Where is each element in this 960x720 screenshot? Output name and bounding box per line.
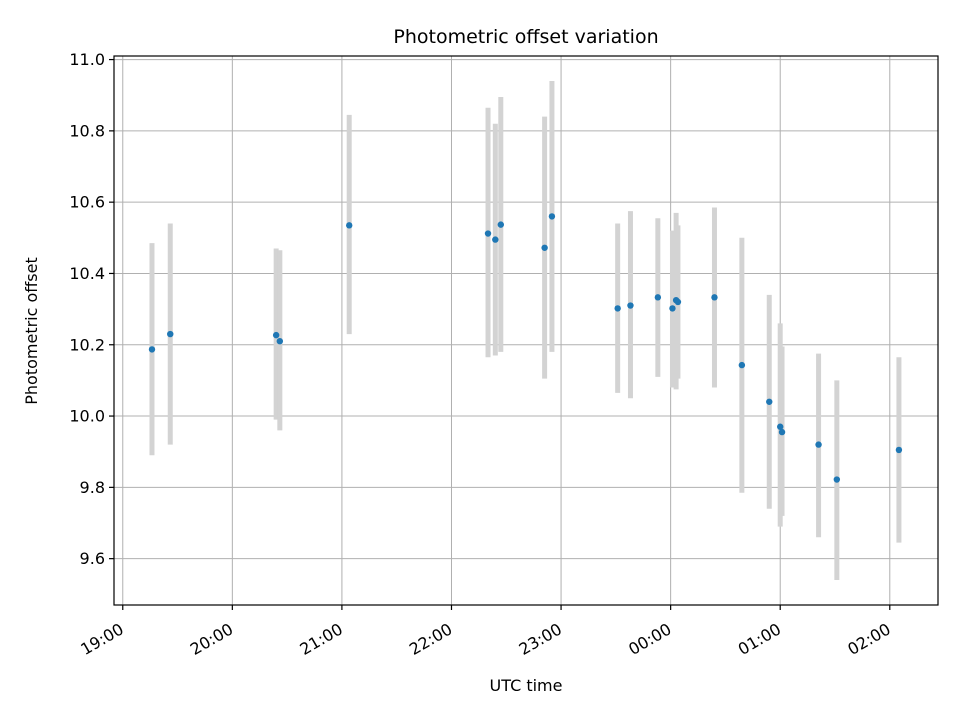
data-point bbox=[541, 244, 548, 251]
data-point bbox=[777, 423, 784, 430]
data-point bbox=[711, 294, 718, 301]
data-point bbox=[895, 446, 903, 454]
data-point bbox=[148, 346, 156, 353]
data-point bbox=[815, 441, 822, 448]
data-point bbox=[548, 213, 556, 220]
data-point bbox=[614, 305, 621, 312]
y-tick-label: 9.6 bbox=[80, 549, 105, 568]
data-point bbox=[492, 236, 499, 243]
data-point bbox=[674, 298, 682, 306]
y-tick-label: 10.8 bbox=[69, 121, 105, 140]
data-point bbox=[272, 331, 280, 339]
y-tick-label: 11.0 bbox=[69, 50, 105, 69]
grid bbox=[114, 56, 938, 605]
y-axis-title: Photometric offset bbox=[22, 257, 41, 405]
data-point bbox=[167, 330, 174, 338]
data-point bbox=[497, 221, 504, 228]
data-points bbox=[148, 213, 903, 483]
plot-area bbox=[114, 56, 938, 605]
y-tick-label: 10.2 bbox=[69, 335, 105, 354]
y-tick-label: 10.4 bbox=[69, 264, 105, 283]
x-axis-title: UTC time bbox=[490, 676, 563, 695]
data-point bbox=[346, 222, 353, 229]
data-point bbox=[833, 476, 841, 483]
data-point bbox=[669, 305, 676, 312]
data-point bbox=[627, 302, 634, 309]
y-tick-label: 9.8 bbox=[80, 478, 105, 497]
y-axis-ticks: 9.6 9.8 10.0 10.2 10.4 10.6 10.8 11.0 bbox=[69, 50, 114, 568]
y-tick-label: 10.0 bbox=[69, 407, 105, 426]
data-point bbox=[484, 230, 492, 237]
plot-frame bbox=[113, 55, 939, 606]
data-point bbox=[738, 361, 746, 369]
y-tick-label: 10.6 bbox=[69, 193, 105, 212]
chart-title: Photometric offset variation bbox=[393, 26, 658, 48]
data-point bbox=[276, 337, 284, 345]
data-point bbox=[766, 398, 773, 405]
data-point bbox=[654, 294, 662, 301]
data-point bbox=[778, 428, 786, 436]
